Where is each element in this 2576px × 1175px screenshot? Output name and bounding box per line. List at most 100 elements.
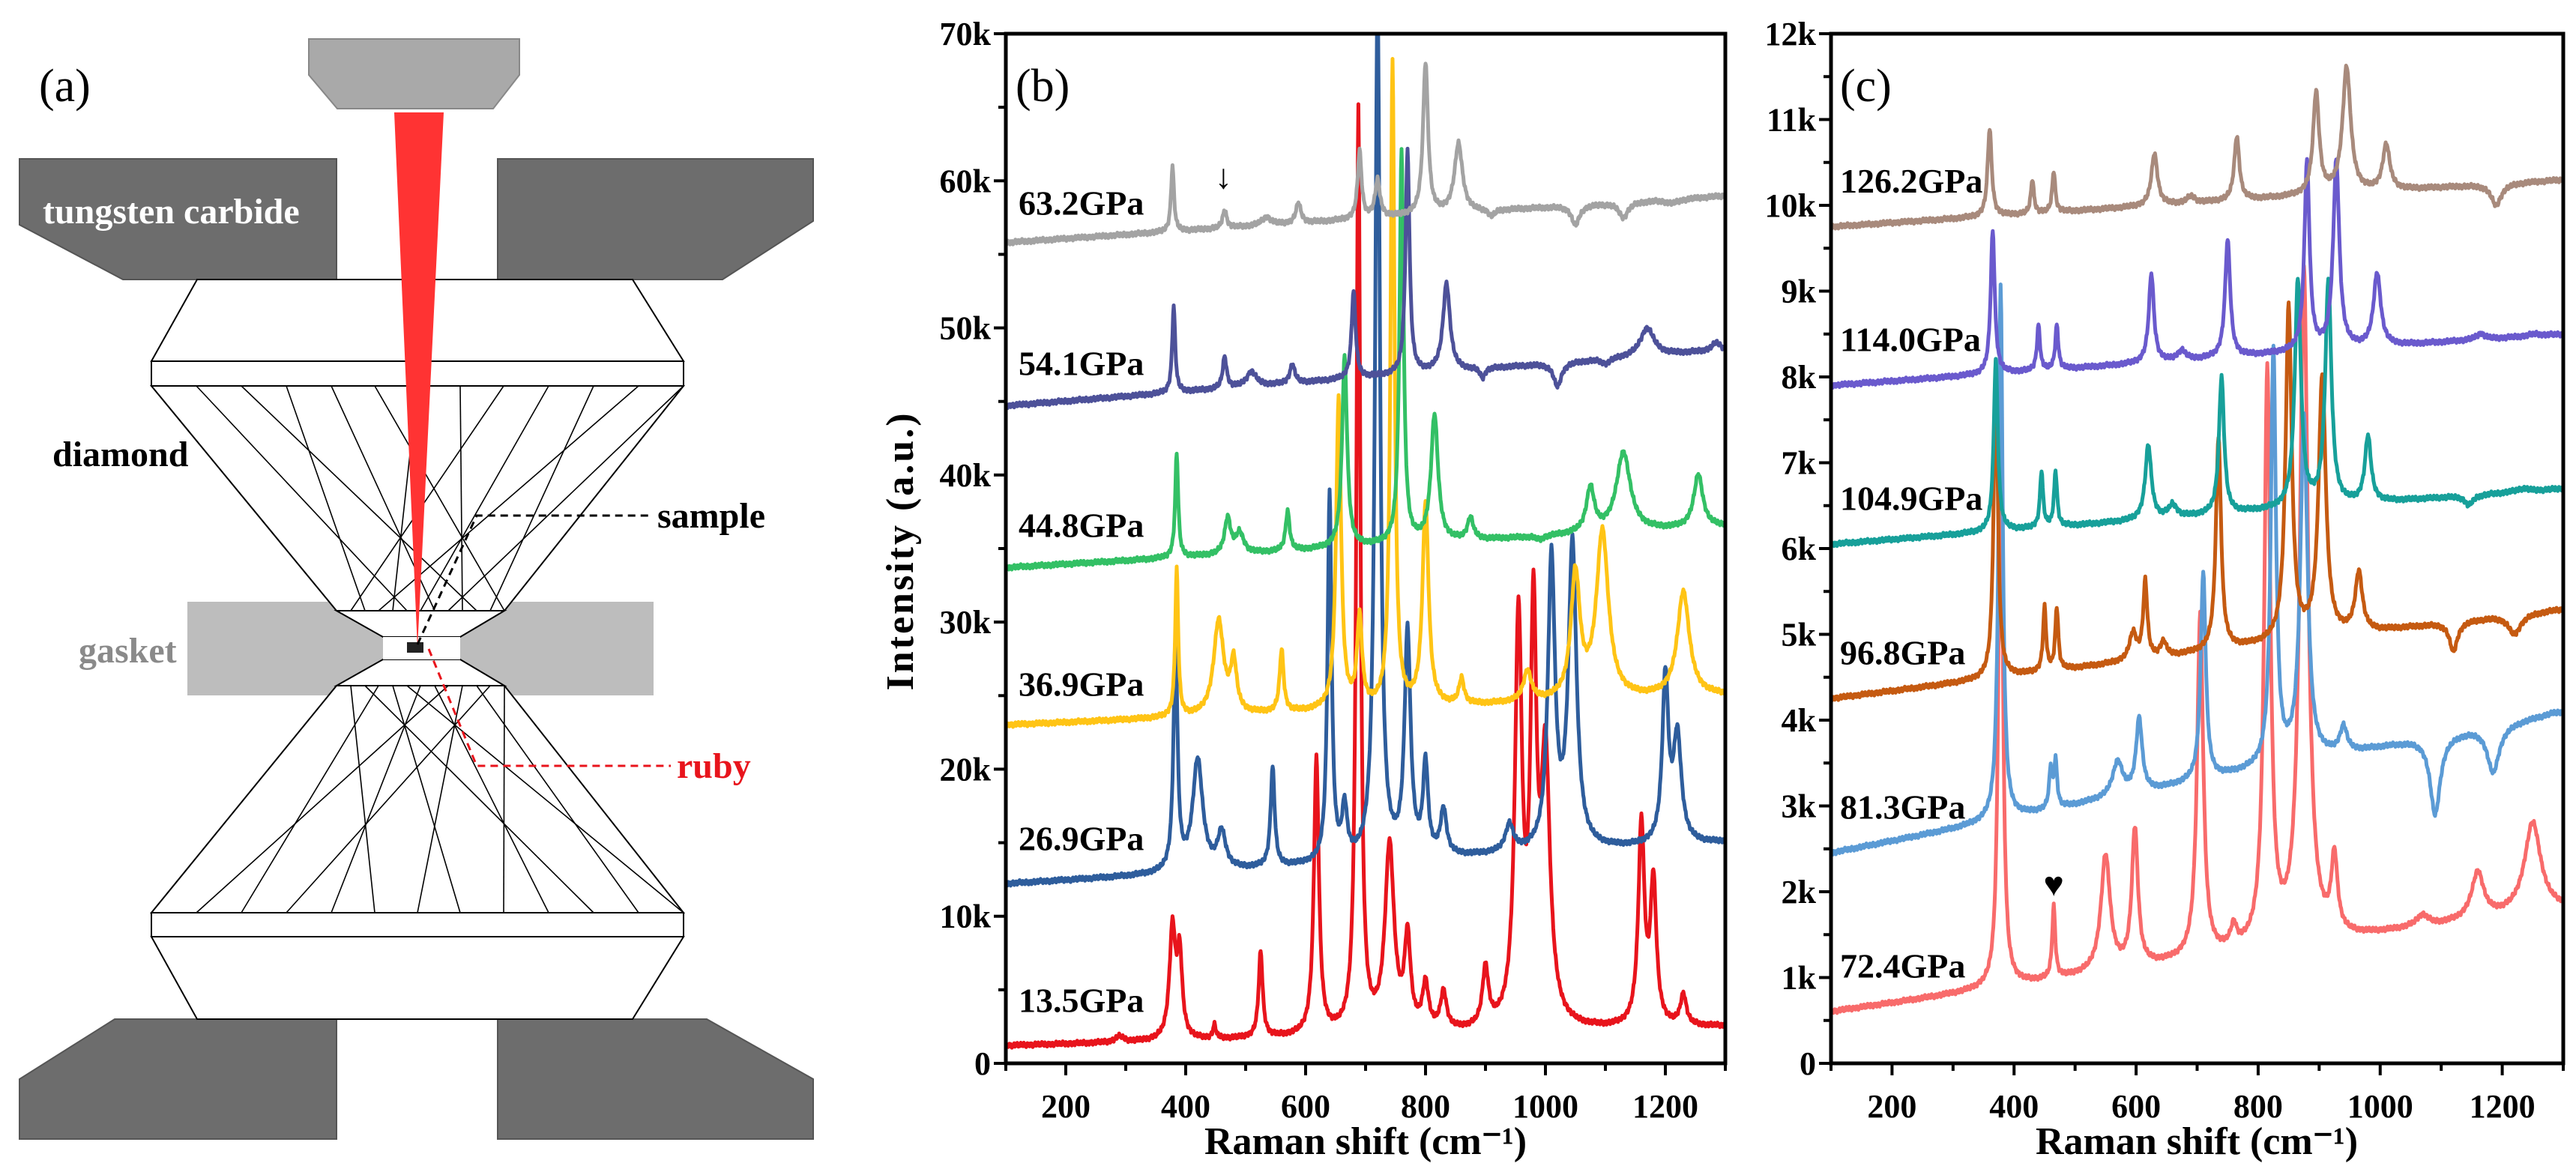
- y-axis-title: Intensity (a.u.): [879, 411, 922, 690]
- y-tick-label: 12k: [1765, 16, 1817, 52]
- plot-frame: [1829, 31, 2566, 1066]
- axis-ticks: 200 400 600 800 1000 1200 0 1k 2k 3k 4k 5k 6k 7k 8k 9k 1…: [1765, 16, 2565, 1125]
- x-tick-label: 1000: [2347, 1088, 2413, 1125]
- y-tick-label: 6k: [1782, 531, 1817, 567]
- label-ruby: ruby: [677, 746, 751, 786]
- panel-label-a: (a): [39, 61, 91, 112]
- series-labels: 72.4GPa 81.3GPa 96.8GPa 104.9GPa 114.0GPa 126…: [1840, 162, 2064, 985]
- y-tick-label: 7k: [1782, 445, 1817, 482]
- facet-line: [378, 385, 639, 611]
- series-label: 63.2GPa: [1019, 184, 1144, 222]
- y-tick-label: 10k: [1765, 187, 1817, 224]
- series-label: 72.4GPa: [1840, 947, 1965, 985]
- facet-line: [364, 685, 594, 913]
- plot-frame: [1004, 31, 1728, 1066]
- series-group: [1006, 34, 1725, 1050]
- x-axis-title: Raman shift (cm⁻¹): [1204, 1120, 1527, 1163]
- series-label: 44.8GPa: [1019, 506, 1144, 544]
- carbide-seat-top-right: [497, 158, 814, 280]
- carbide-seat-bottom-right: [497, 1018, 814, 1140]
- x-tick-label: 800: [2233, 1088, 2283, 1125]
- x-tick-label: 400: [1989, 1088, 2039, 1125]
- spectrum-63.2GPa: [1006, 61, 1725, 247]
- label-sample: sample: [657, 496, 765, 536]
- spectrum-13.5GPa: [1006, 102, 1725, 1050]
- facet-line: [151, 385, 337, 611]
- series-label: 104.9GPa: [1840, 479, 1982, 517]
- x-tick-label: 1200: [1632, 1088, 1698, 1125]
- x-tick-label: 600: [1281, 1088, 1330, 1125]
- series-label: 54.1GPa: [1019, 344, 1144, 382]
- series-label: 81.3GPa: [1840, 788, 1965, 827]
- raman-chart-low-pressure: 200 400 600 800 1000 1200 0 10k 20k 30k 40k 50k 60k 7…: [879, 16, 1728, 1163]
- facet-line: [350, 685, 375, 913]
- panel-label-b: (b): [1016, 61, 1070, 112]
- label-gasket: gasket: [79, 631, 177, 671]
- facet-line: [459, 385, 463, 611]
- x-tick-label: 1000: [1512, 1088, 1578, 1125]
- dac-diagram: (a) tungsten carbide diamond sample gask…: [19, 38, 814, 1140]
- spectrum-54.1GPa: [1006, 146, 1725, 411]
- y-tick-label: 11k: [1767, 102, 1817, 139]
- sample-leader-line: [416, 514, 649, 645]
- facet-line: [331, 685, 421, 913]
- series-labels: 13.5GPa 26.9GPa 36.9GPa 44.8GPa 54.1GPa 63.2G…: [1019, 157, 1232, 1019]
- x-tick-label: 1200: [2470, 1088, 2536, 1125]
- y-tick-label: 8k: [1782, 359, 1817, 396]
- y-tick-label: 70k: [940, 16, 992, 52]
- facet-line: [286, 385, 366, 611]
- raman-chart-high-pressure: 200 400 600 800 1000 1200 0 1k 2k 3k 4k 5k 6k 7k 8k 9k 1…: [1765, 16, 2566, 1163]
- sample: [407, 642, 423, 653]
- series-label: 13.5GPa: [1019, 981, 1144, 1019]
- spectrum-44.8GPa: [1006, 147, 1725, 572]
- y-tick-label: 4k: [1782, 702, 1817, 739]
- y-tick-label: 0: [1800, 1045, 1816, 1082]
- spectrum-26.9GPa: [1006, 34, 1725, 888]
- x-tick-label: 200: [1867, 1088, 1916, 1125]
- series-label: 96.8GPa: [1840, 634, 1965, 672]
- spectrum-36.9GPa: [1006, 57, 1725, 729]
- spectrum-114.0GPa: [1831, 157, 2563, 390]
- y-tick-label: 10k: [940, 898, 992, 935]
- y-tick-label: 5k: [1782, 617, 1817, 653]
- facet-line: [196, 385, 408, 611]
- series-label: 36.9GPa: [1019, 665, 1144, 703]
- x-tick-label: 800: [1401, 1088, 1450, 1125]
- series-label: 26.9GPa: [1019, 819, 1144, 857]
- lower-diamond: [149, 659, 686, 1020]
- top-holder-block: [308, 38, 520, 109]
- panel-label-c: (c): [1840, 61, 1892, 112]
- y-tick-label: 20k: [940, 751, 992, 788]
- facet-line: [241, 685, 379, 913]
- axis-ticks: 200 400 600 800 1000 1200 0 10k 20k 30k 40k 50k 60k 7…: [940, 16, 1727, 1125]
- label-tungsten-carbide: tungsten carbide: [43, 192, 300, 232]
- facet-line: [350, 385, 504, 611]
- peak-annotation: ↓: [1215, 157, 1232, 196]
- spectrum-126.2GPa: [1831, 64, 2563, 231]
- label-diamond: diamond: [52, 435, 189, 474]
- facet-line: [489, 385, 594, 611]
- y-tick-label: 3k: [1782, 788, 1817, 825]
- series-label: 126.2GPa: [1840, 162, 1982, 200]
- facet-line: [476, 685, 639, 913]
- facet-line: [447, 385, 684, 611]
- facet-line: [406, 685, 684, 913]
- peak-annotation: ♥: [2044, 866, 2064, 904]
- ruby-leader-line: [427, 648, 671, 767]
- facet-line: [151, 685, 337, 913]
- x-tick-label: 600: [2111, 1088, 2161, 1125]
- facet-line: [420, 385, 549, 611]
- spectrum-81.3GPa: [1831, 283, 2563, 857]
- x-tick-label: 200: [1041, 1088, 1091, 1125]
- facet-line: [417, 685, 463, 913]
- laser-beam: [394, 112, 444, 648]
- spectrum-104.9GPa: [1831, 277, 2563, 549]
- x-axis-title: Raman shift (cm⁻¹): [2036, 1120, 2358, 1163]
- y-tick-label: 50k: [940, 310, 992, 347]
- series-label: 114.0GPa: [1840, 321, 1981, 359]
- x-tick-label: 400: [1161, 1088, 1210, 1125]
- spectrum-96.8GPa: [1831, 300, 2563, 703]
- facet-line: [286, 685, 491, 913]
- y-tick-label: 1k: [1782, 960, 1817, 997]
- facet-line: [392, 685, 461, 913]
